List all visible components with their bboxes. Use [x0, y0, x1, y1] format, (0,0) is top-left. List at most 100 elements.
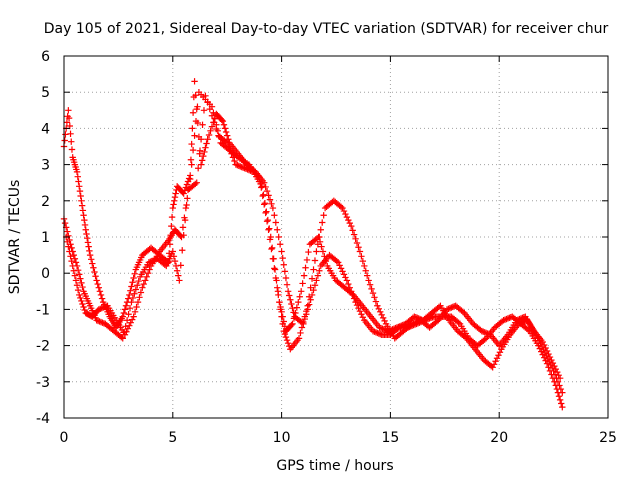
data-point	[131, 308, 139, 316]
data-point	[546, 358, 553, 366]
data-point	[504, 315, 512, 322]
data-point	[133, 303, 140, 311]
data-point	[95, 284, 103, 291]
data-point	[296, 293, 303, 300]
data-point	[361, 262, 368, 270]
data-point	[231, 157, 238, 165]
data-point	[140, 280, 147, 288]
data-point	[273, 277, 280, 284]
data-point	[98, 295, 106, 302]
data-point	[194, 103, 201, 110]
data-point	[284, 339, 292, 347]
data-point	[345, 216, 352, 224]
data-point	[355, 244, 362, 251]
grid	[64, 56, 608, 418]
data-point	[78, 279, 85, 287]
data-point	[315, 233, 322, 241]
data-point	[196, 150, 203, 157]
data-point	[302, 264, 309, 271]
data-point	[274, 284, 281, 291]
data-point	[130, 313, 137, 320]
data-point	[150, 257, 157, 264]
y-tick-label: 5	[41, 85, 50, 101]
data-point	[358, 311, 365, 318]
data-point	[171, 193, 179, 201]
data-point	[218, 116, 225, 124]
y-tick-label: -2	[36, 339, 50, 355]
data-point	[293, 304, 301, 311]
data-point	[514, 316, 522, 323]
data-point	[189, 125, 196, 132]
data-point	[74, 286, 82, 294]
data-point	[308, 275, 316, 282]
data-point	[173, 267, 181, 274]
data-point	[379, 314, 387, 322]
data-point	[319, 219, 326, 226]
data-point	[198, 157, 206, 164]
data-point	[418, 316, 425, 323]
data-point	[289, 320, 296, 328]
data-point	[61, 219, 69, 227]
data-point	[272, 219, 279, 226]
data-point	[548, 364, 556, 372]
data-point	[519, 318, 527, 326]
data-point	[297, 329, 304, 337]
data-point	[287, 296, 294, 303]
data-point	[288, 300, 295, 308]
data-point	[181, 187, 188, 194]
data-point	[280, 261, 287, 268]
data-point	[122, 302, 130, 309]
data-point	[210, 119, 218, 126]
data-point	[320, 212, 327, 219]
data-point	[557, 385, 565, 393]
data-point	[337, 265, 345, 272]
data-point	[278, 308, 285, 316]
data-point	[71, 272, 79, 279]
data-point	[168, 213, 176, 221]
data-point	[366, 281, 374, 288]
data-point	[258, 184, 265, 191]
data-point	[97, 291, 105, 299]
data-point	[222, 138, 229, 145]
data-point	[279, 313, 286, 320]
data-point	[540, 346, 547, 354]
data-point	[203, 140, 210, 147]
data-point	[73, 262, 81, 270]
data-point	[372, 298, 380, 305]
data-point	[94, 317, 102, 325]
plot-frame	[63, 55, 609, 419]
y-tick-label: 0	[41, 266, 50, 282]
data-point	[517, 315, 525, 322]
data-point	[372, 329, 380, 336]
data-point	[266, 196, 274, 203]
data-point	[126, 291, 133, 299]
data-point	[356, 308, 364, 315]
data-point	[379, 325, 386, 332]
data-point	[202, 92, 209, 100]
y-axis-label: SDTVAR / TECUs	[7, 180, 23, 295]
data-point	[382, 326, 389, 334]
data-point	[207, 127, 214, 135]
data-point	[288, 321, 295, 329]
data-point	[180, 190, 187, 197]
data-point	[197, 161, 205, 168]
data-point	[242, 165, 250, 173]
data-point	[297, 288, 305, 295]
data-point	[83, 230, 90, 238]
data-point	[73, 168, 81, 176]
data-point	[193, 179, 200, 186]
data-point	[340, 271, 348, 278]
data-point	[93, 317, 100, 324]
data-point	[187, 175, 194, 183]
data-point	[94, 280, 101, 288]
data-point	[496, 349, 504, 356]
y-tick-label: 2	[41, 194, 50, 210]
data-point	[200, 152, 207, 160]
x-tick-label: 5	[168, 430, 177, 446]
data-point	[343, 213, 351, 221]
data-point	[220, 121, 228, 128]
data-point	[263, 218, 271, 225]
data-point	[521, 318, 528, 325]
data-point	[369, 289, 377, 297]
data-point	[378, 311, 385, 319]
